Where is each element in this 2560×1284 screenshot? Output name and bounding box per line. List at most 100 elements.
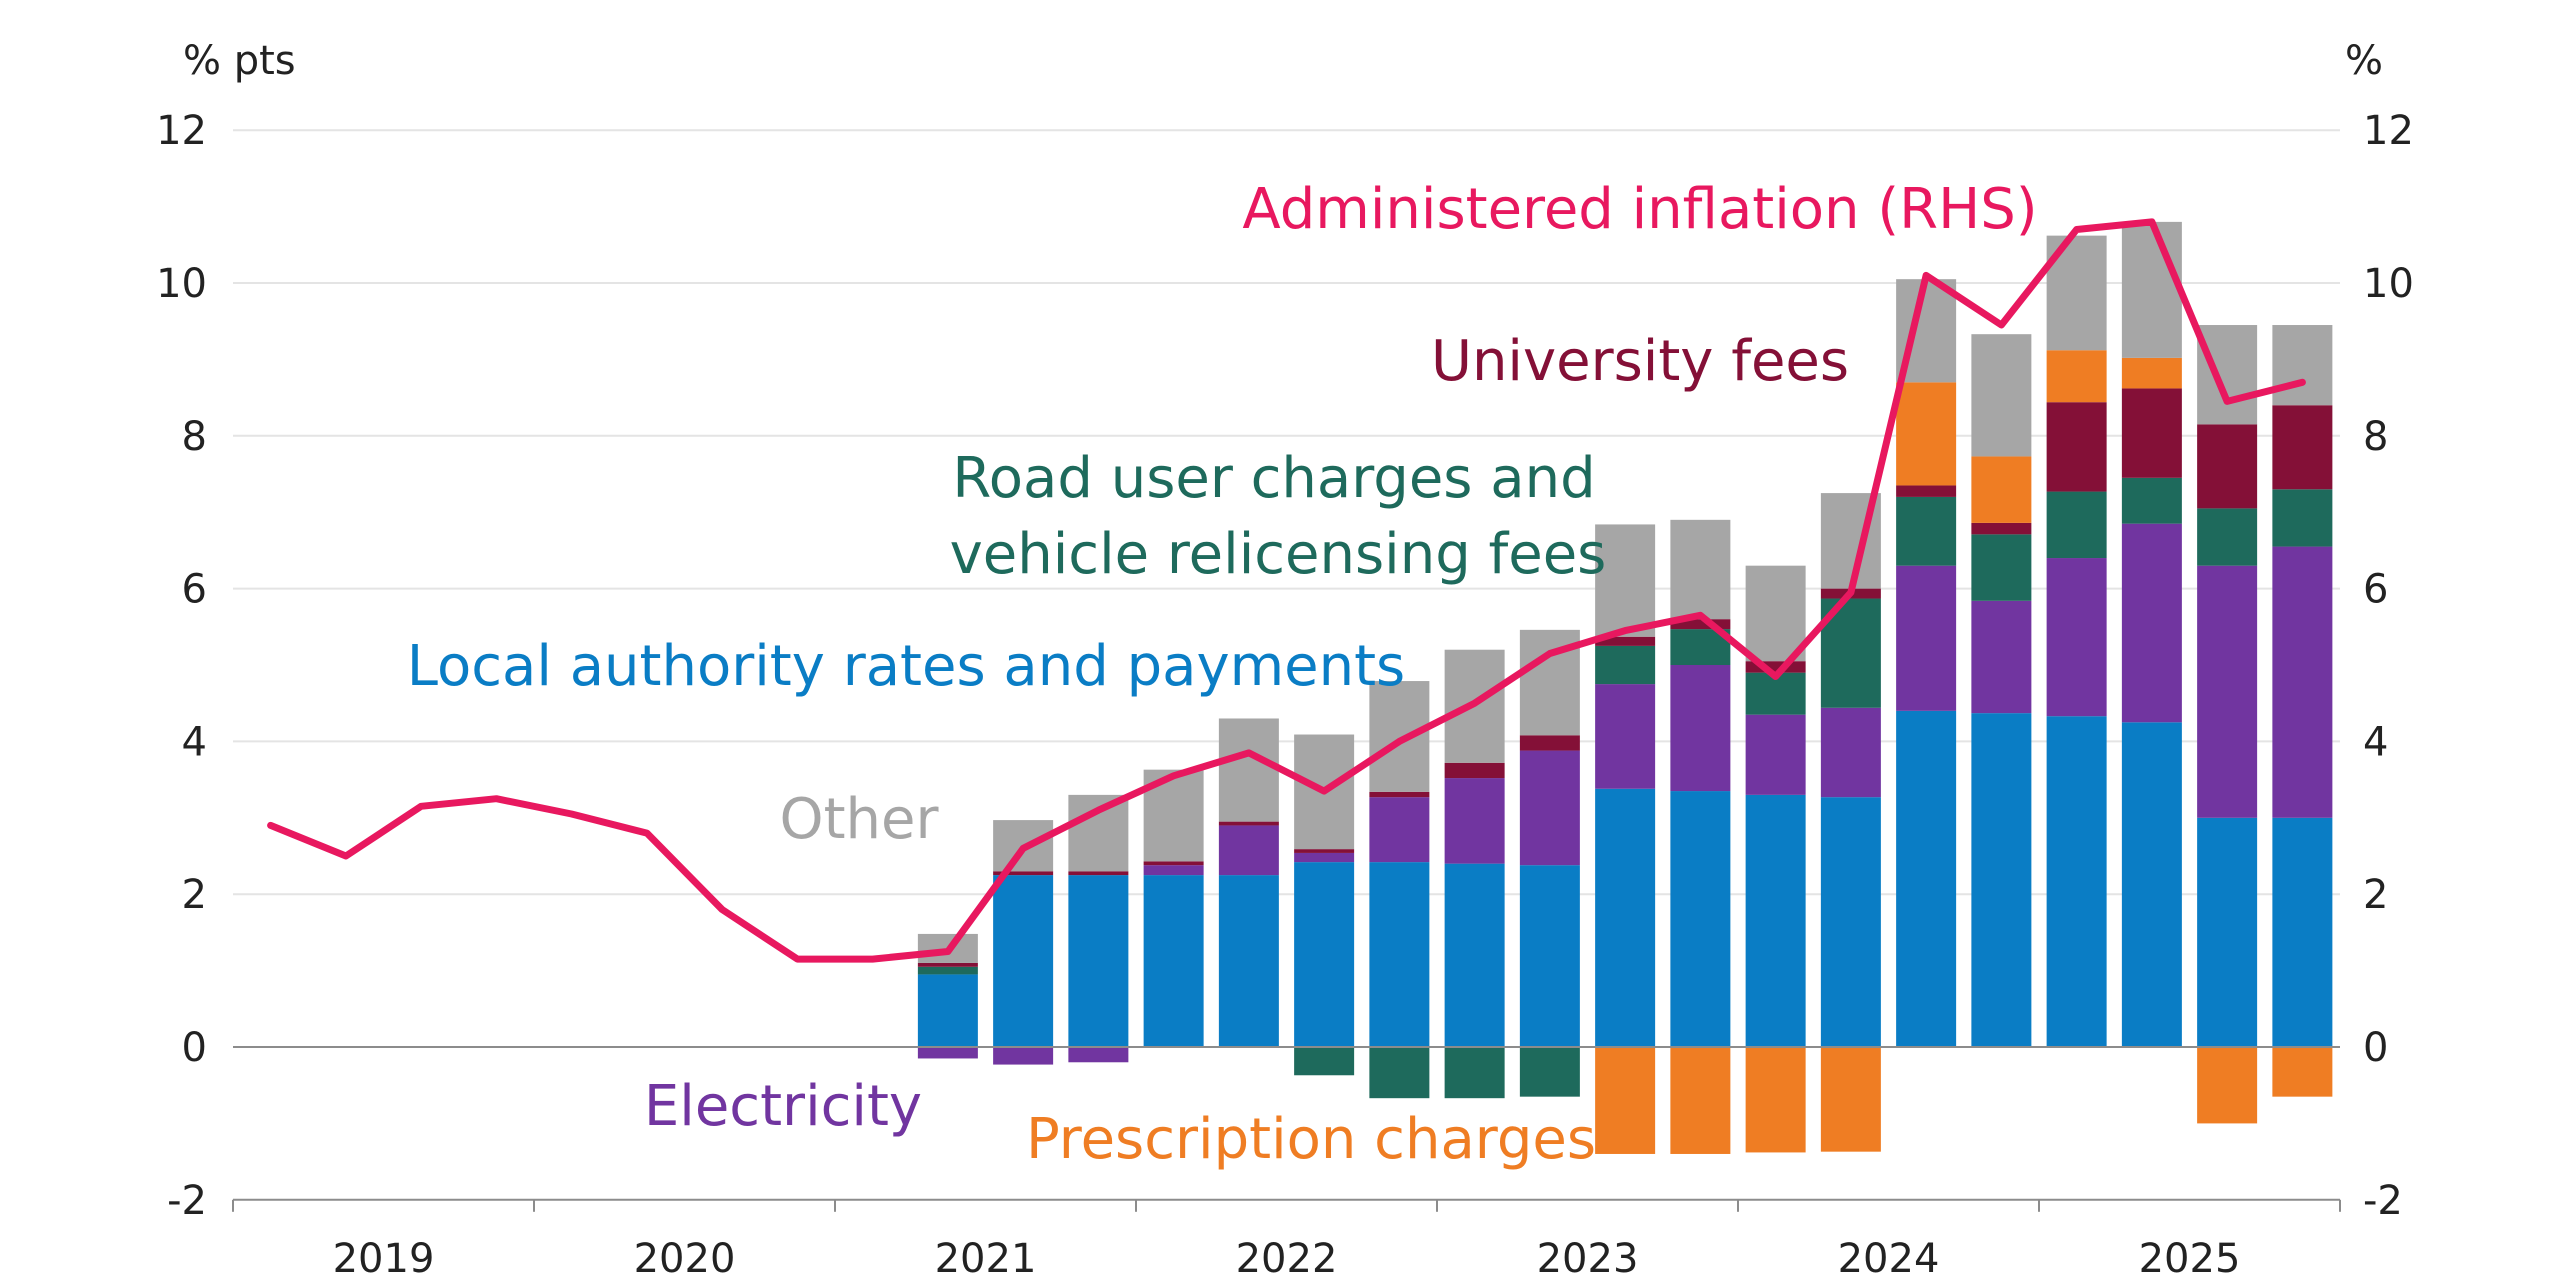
bar-segment-local-authority-rates-and-payments: [1820, 797, 1881, 1047]
bar-segment-electricity: [1444, 778, 1505, 864]
bar-segment-electricity: [1745, 714, 1806, 795]
bar-segment-local-authority-rates-and-payments: [1444, 863, 1505, 1047]
bar-segment-local-authority-rates-and-payments: [1068, 875, 1129, 1047]
bar-segment-university-fees: [2046, 402, 2107, 492]
bar-segment-local-authority-rates-and-payments: [1595, 788, 1656, 1047]
bar-segment-prescription-charges: [1896, 382, 1957, 486]
bar-segment-university-fees: [1369, 791, 1430, 798]
bar-segment-local-authority-rates-and-payments: [1745, 794, 1806, 1047]
bar-segment-other: [1745, 565, 1806, 662]
bar-segment-electricity: [1369, 797, 1430, 863]
gridlines: [233, 129, 2340, 896]
left-tick-label: 12: [156, 108, 207, 154]
bar-segment-road-user-charges-and-vehicle-relicensing-fees: [2272, 489, 2333, 547]
axes: 12 12 10 10 8 8 6 6 4 4 2 2 0 0 -2 -2 2019 2020 2021 2022 20…: [156, 108, 2414, 1282]
left-tick-label: 4: [182, 719, 207, 765]
bar-segment-other: [2272, 325, 2333, 406]
bar-segment-electricity: [1820, 707, 1881, 798]
bar-segment-road-user-charges-and-vehicle-relicensing-fees: [1896, 496, 1957, 566]
bar-segment-local-authority-rates-and-payments: [1143, 875, 1204, 1047]
bar-segment-other: [1218, 718, 1279, 822]
bar-segment-local-authority-rates-and-payments: [1519, 865, 1580, 1047]
bar-segment-electricity: [1670, 665, 1731, 792]
inflation-line-group: [267, 218, 2306, 963]
bar-segment-road-user-charges-and-vehicle-relicensing-fees: [1444, 1047, 1505, 1099]
right-axis-unit: %: [2345, 38, 2383, 84]
bar-segment-electricity: [2046, 558, 2107, 717]
right-tick-label: 10: [2363, 261, 2414, 307]
bar-segment-university-fees: [1068, 871, 1129, 876]
year-label: 2025: [2139, 1236, 2241, 1280]
road-user-label-line1: Road user charges and: [952, 446, 1595, 511]
bar-segment-electricity: [2121, 523, 2182, 723]
bar-segment-electricity: [1896, 565, 1957, 711]
bar-segment-prescription-charges: [1820, 1047, 1881, 1152]
bar-segment-prescription-charges: [1595, 1047, 1656, 1154]
bar-segment-electricity: [993, 1047, 1054, 1065]
bar-segment-university-fees: [1595, 636, 1656, 646]
bar-segment-local-authority-rates-and-payments: [2272, 817, 2333, 1047]
bar-segment-other: [2121, 221, 2182, 358]
bar-segment-other: [2197, 325, 2258, 425]
bar-segment-electricity: [1143, 865, 1204, 876]
electricity-label: Electricity: [644, 1074, 922, 1139]
year-label: 2019: [333, 1236, 435, 1280]
right-tick-label: 8: [2363, 414, 2388, 460]
bar-segment-university-fees: [1745, 661, 1806, 673]
prescription-charges-label: Prescription charges: [1026, 1107, 1596, 1172]
bar-segment-road-user-charges-and-vehicle-relicensing-fees: [1519, 1047, 1580, 1097]
bars: [917, 221, 2333, 1154]
bar-segment-electricity: [1971, 600, 2032, 714]
year-label: 2024: [1838, 1236, 1940, 1280]
university-fees-label: University fees: [1431, 329, 1849, 394]
bar-segment-prescription-charges: [1745, 1047, 1806, 1153]
road-user-label-line2: vehicle relicensing fees: [950, 522, 1607, 587]
bar-segment-electricity: [1595, 684, 1656, 789]
bar-segment-prescription-charges: [2046, 350, 2107, 403]
bar-segment-local-authority-rates-and-payments: [1971, 713, 2032, 1047]
other-label: Other: [779, 787, 939, 852]
bar-segment-road-user-charges-and-vehicle-relicensing-fees: [2121, 477, 2182, 524]
bar-segment-university-fees: [2121, 388, 2182, 478]
right-tick-label: 6: [2363, 567, 2388, 613]
bar-segment-other: [1670, 519, 1731, 620]
bar-segment-other: [1068, 794, 1129, 872]
bar-segment-road-user-charges-and-vehicle-relicensing-fees: [1294, 1047, 1355, 1076]
bar-segment-electricity: [917, 1047, 978, 1059]
bar-segment-university-fees: [917, 962, 978, 967]
bar-segment-university-fees: [2272, 405, 2333, 490]
bar-segment-road-user-charges-and-vehicle-relicensing-fees: [2046, 491, 2107, 559]
bar-segment-road-user-charges-and-vehicle-relicensing-fees: [1369, 1047, 1430, 1099]
bar-segment-other: [1369, 681, 1430, 792]
bar-segment-university-fees: [1444, 762, 1505, 779]
year-label: 2022: [1236, 1236, 1338, 1280]
bar-segment-road-user-charges-and-vehicle-relicensing-fees: [1971, 534, 2032, 601]
right-tick-label: 2: [2363, 872, 2388, 918]
bar-segment-local-authority-rates-and-payments: [1670, 791, 1731, 1047]
bar-segment-university-fees: [2197, 424, 2258, 509]
bar-segment-local-authority-rates-and-payments: [993, 875, 1054, 1047]
administered-inflation-line: [267, 218, 2306, 963]
year-label: 2020: [634, 1236, 736, 1280]
right-tick-label: 0: [2363, 1025, 2388, 1071]
bar-segment-university-fees: [1971, 522, 2032, 535]
bar-segment-prescription-charges: [2121, 357, 2182, 389]
bar-segment-electricity: [1294, 852, 1355, 863]
bar-segment-local-authority-rates-and-payments: [1369, 862, 1430, 1047]
bar-segment-electricity: [1519, 750, 1580, 866]
left-axis-unit: % pts: [183, 38, 296, 84]
left-tick-label: -2: [167, 1178, 207, 1224]
bar-segment-local-authority-rates-and-payments: [1896, 710, 1957, 1047]
bar-segment-university-fees: [993, 871, 1054, 876]
bar-segment-university-fees: [1294, 849, 1355, 853]
bar-segment-prescription-charges: [1971, 456, 2032, 523]
right-tick-label: -2: [2363, 1178, 2403, 1224]
year-label: 2023: [1537, 1236, 1639, 1280]
left-tick-label: 10: [156, 261, 207, 307]
bar-segment-electricity: [2272, 546, 2333, 818]
bar-segment-local-authority-rates-and-payments: [917, 974, 978, 1047]
bar-segment-university-fees: [1896, 485, 1957, 497]
bar-segment-university-fees: [1670, 619, 1731, 630]
bar-segment-road-user-charges-and-vehicle-relicensing-fees: [917, 966, 978, 975]
